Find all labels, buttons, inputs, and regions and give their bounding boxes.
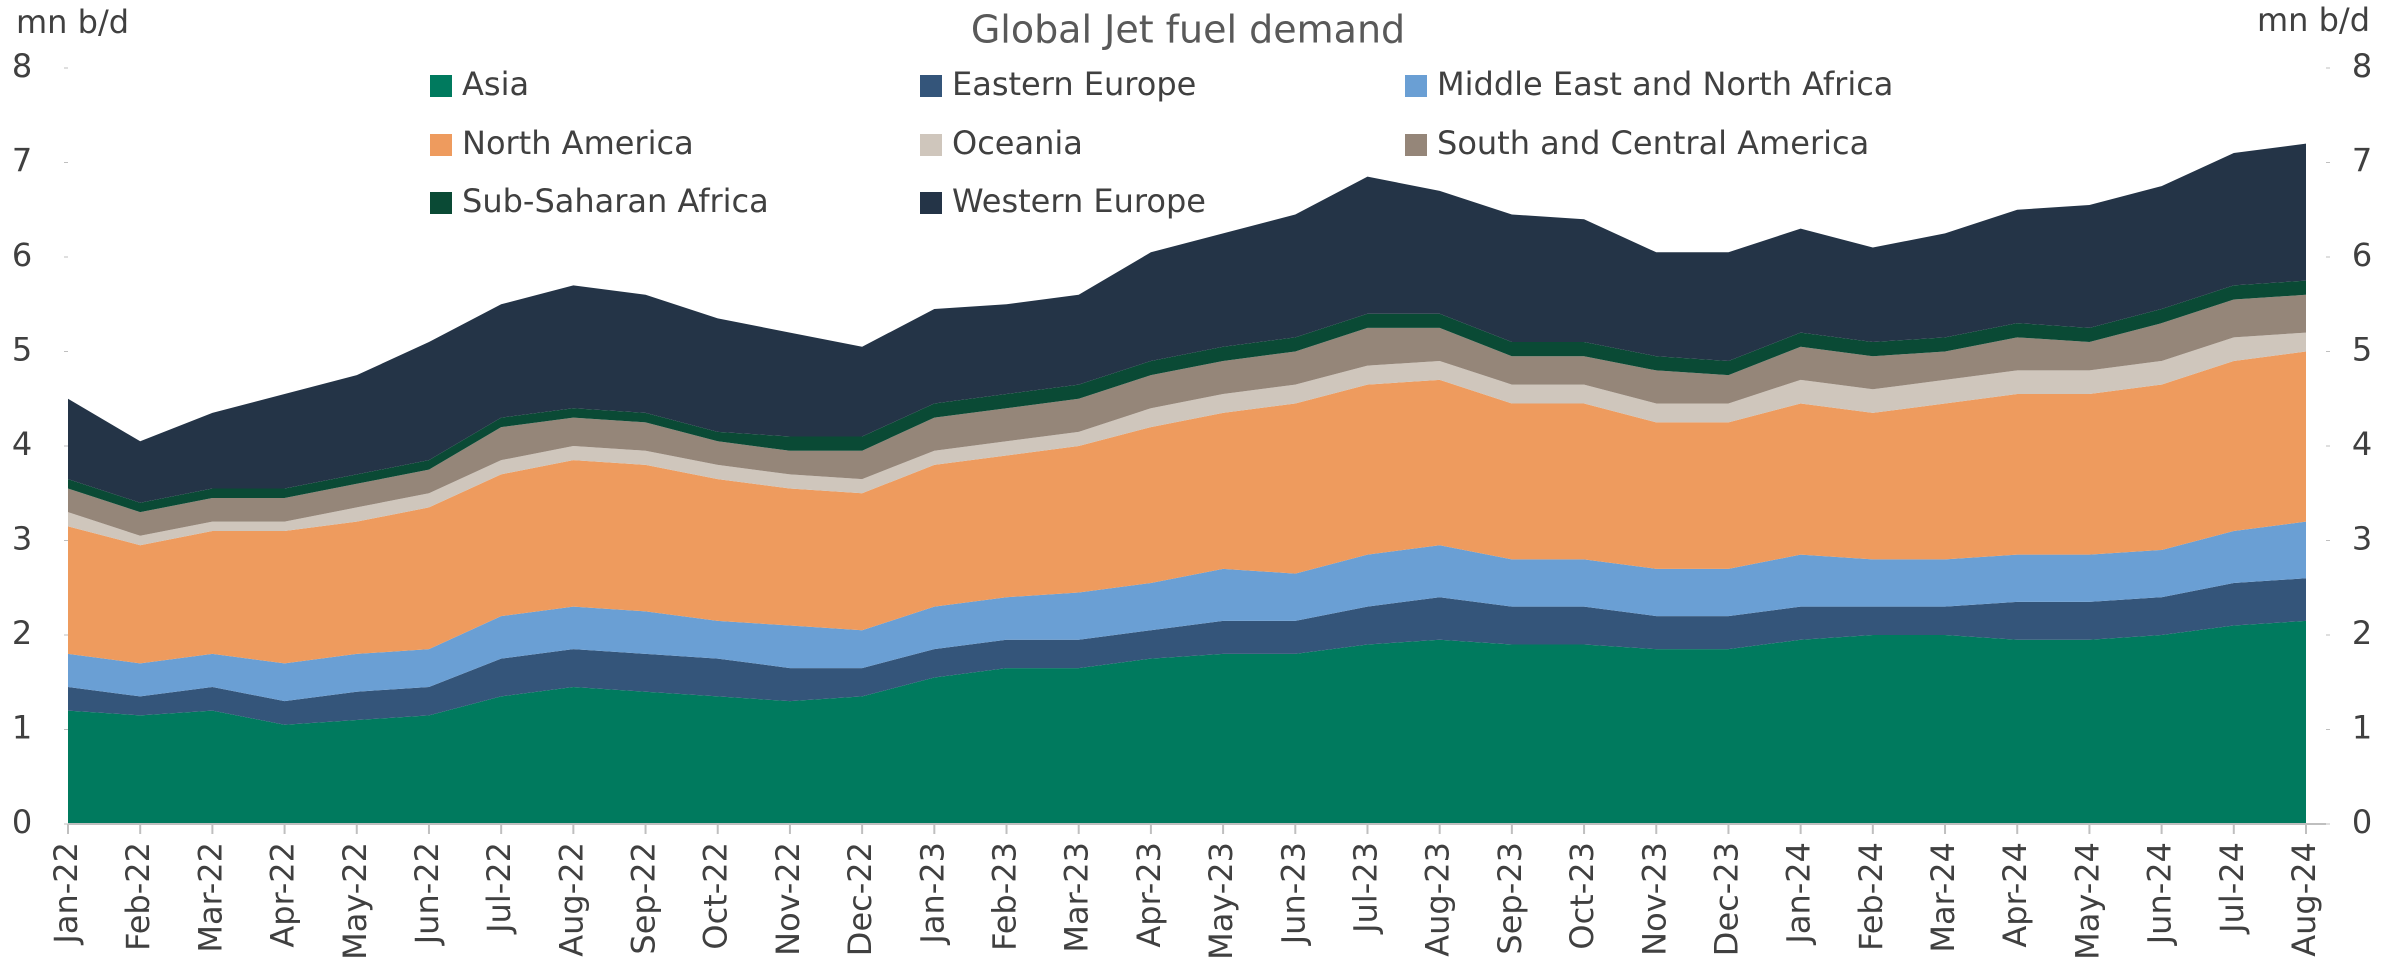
x-tick-label: Apr-22: [264, 842, 302, 948]
x-tick-label: Jul-24: [2213, 842, 2251, 935]
x-tick-label: Nov-23: [1635, 842, 1673, 956]
y-tick-label: 5: [12, 331, 32, 369]
y-tick-label: 2: [12, 614, 32, 652]
x-tick-label: Aug-23: [1419, 842, 1457, 957]
x-tick-label: Jan-24: [1780, 842, 1818, 946]
x-tick-label: Jan-23: [913, 842, 951, 946]
y2-tick-label: 1: [2352, 709, 2372, 747]
x-tick-label: Oct-22: [697, 842, 735, 950]
x-tick-label: May-22: [336, 842, 374, 960]
x-tick-label: Jun-22: [408, 842, 446, 946]
legend-label: South and Central America: [1437, 124, 1869, 162]
x-tick-label: Jul-23: [1346, 842, 1384, 935]
y-tick-label: 8: [12, 47, 32, 85]
legend-swatch: [430, 192, 452, 214]
area: [68, 620, 2306, 824]
y2-tick-label: 8: [2352, 47, 2372, 85]
x-tick-label: May-23: [1202, 842, 1240, 960]
legend-label: Oceania: [952, 124, 1083, 162]
y2-tick-label: 2: [2352, 614, 2372, 652]
y-axis-label: mn b/d: [16, 3, 129, 41]
legend-swatch: [430, 75, 452, 97]
legend-swatch: [920, 192, 942, 214]
x-tick-label: Nov-22: [769, 842, 807, 956]
area: [68, 143, 2306, 503]
legend-label: Sub-Saharan Africa: [462, 182, 769, 220]
x-tick-label: Mar-23: [1058, 842, 1096, 953]
area: [68, 280, 2306, 513]
y2-axis-label: mn b/d: [2257, 1, 2370, 39]
x-tick-label: Oct-23: [1563, 842, 1601, 950]
x-tick-label: Aug-24: [2285, 842, 2323, 957]
legend-label: North America: [462, 124, 694, 162]
legend-swatch: [920, 134, 942, 156]
x-tick-label: Jun-24: [2141, 842, 2179, 946]
x-tick-label: Feb-22: [119, 842, 157, 951]
y2-tick-label: 3: [2352, 520, 2372, 558]
legend-swatch: [430, 134, 452, 156]
area: [68, 521, 2306, 702]
x-tick-label: Sep-22: [625, 842, 663, 955]
area: [68, 578, 2306, 725]
y-tick-label: 1: [12, 709, 32, 747]
y2-tick-label: 7: [2352, 142, 2372, 180]
x-tick-label: Dec-22: [841, 842, 879, 956]
y2-tick-label: 0: [2352, 803, 2372, 841]
legend-swatch: [1405, 134, 1427, 156]
y2-tick-label: 4: [2352, 425, 2372, 463]
x-tick-label: Dec-23: [1707, 842, 1745, 956]
x-tick-label: Apr-23: [1130, 842, 1168, 948]
legend-swatch: [1405, 75, 1427, 97]
area: [68, 332, 2306, 546]
area: [68, 351, 2306, 664]
y-tick-label: 4: [12, 425, 32, 463]
x-tick-label: Mar-24: [1924, 842, 1962, 953]
legend-label: Eastern Europe: [952, 65, 1196, 103]
x-tick-label: Feb-24: [1852, 842, 1890, 951]
x-tick-label: Jan-22: [47, 842, 85, 946]
x-tick-label: Mar-22: [191, 842, 229, 953]
y2-tick-label: 5: [2352, 331, 2372, 369]
area: [68, 294, 2306, 536]
x-tick-label: Aug-22: [552, 842, 590, 957]
x-tick-label: Jul-22: [480, 842, 518, 935]
x-tick-label: May-24: [2068, 842, 2106, 960]
y-tick-label: 6: [12, 236, 32, 274]
legend-label: Western Europe: [952, 182, 1206, 220]
y-tick-label: 0: [12, 803, 32, 841]
legend-label: Asia: [462, 65, 529, 103]
y-tick-label: 7: [12, 142, 32, 180]
chart-title: Global Jet fuel demand: [971, 8, 1405, 52]
x-tick-label: Jun-23: [1274, 842, 1312, 946]
x-tick-label: Apr-24: [1996, 842, 2034, 948]
y-tick-label: 3: [12, 520, 32, 558]
x-tick-label: Sep-23: [1491, 842, 1529, 955]
legend-label: Middle East and North Africa: [1437, 65, 1893, 103]
y2-tick-label: 6: [2352, 236, 2372, 274]
legend-swatch: [920, 75, 942, 97]
x-tick-label: Feb-23: [986, 842, 1024, 951]
